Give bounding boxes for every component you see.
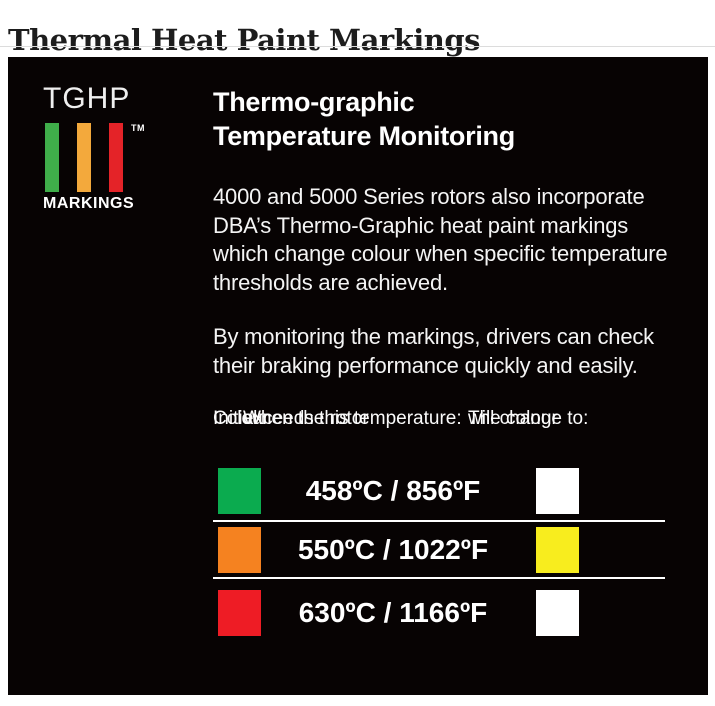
intro-paragraph: 4000 and 5000 Series rotors also incorpo… xyxy=(213,184,668,295)
page-title: Thermal Heat Paint Markings xyxy=(8,23,481,58)
tghp-logo-bars-icon xyxy=(45,123,123,192)
logo-green-bar-icon xyxy=(45,123,59,192)
col-header-text: Initial xyxy=(213,408,258,429)
change-colour-swatch-white xyxy=(536,590,579,636)
initial-colour-swatch-orange xyxy=(218,527,261,573)
table-row: 630ºC / 1166ºF xyxy=(213,590,663,636)
temperature-value: 458ºC / 856ºF xyxy=(305,475,481,506)
panel-heading: Thermo-graphic Temperature Monitoring xyxy=(213,85,515,153)
col-header-text: exceeds this temperature: xyxy=(243,408,462,429)
col-header-text: Colour xyxy=(213,408,269,429)
tghp-logo-name: TGHP xyxy=(43,82,131,115)
row-divider xyxy=(213,520,665,522)
temperature-value: 550ºC / 1022ºF xyxy=(297,534,489,565)
initial-colour-swatch-red xyxy=(218,590,261,636)
panel-heading-line2: Temperature Monitoring xyxy=(213,121,515,151)
initial-colour-swatch-green xyxy=(218,468,261,514)
table-row: 458ºC / 856ºF xyxy=(213,468,663,514)
col-header-text: The colour xyxy=(468,408,558,429)
change-colour-swatch-white xyxy=(536,468,579,514)
logo-red-bar-icon xyxy=(109,123,123,192)
tghp-info-panel: TGHP TM MARKINGS Thermo-graphic Temperat… xyxy=(8,57,708,695)
logo-amber-bar-icon xyxy=(77,123,91,192)
trademark-symbol: TM xyxy=(131,123,145,133)
monitoring-paragraph: By monitoring the markings, drivers can … xyxy=(213,324,654,378)
table-header-row: Initial Colour When the rotor exceeds th… xyxy=(213,407,663,455)
table-row: 550ºC / 1022ºF xyxy=(213,527,663,573)
row-divider xyxy=(213,577,665,579)
col-header-text: When the rotor xyxy=(243,408,369,429)
header-divider xyxy=(0,46,715,47)
panel-heading-line1: Thermo-graphic xyxy=(213,87,415,117)
tghp-logo-caption: MARKINGS xyxy=(43,195,135,212)
change-colour-swatch-yellow xyxy=(536,527,579,573)
col-header-text: will change to: xyxy=(468,408,589,429)
temperature-value: 630ºC / 1166ºF xyxy=(298,597,488,628)
